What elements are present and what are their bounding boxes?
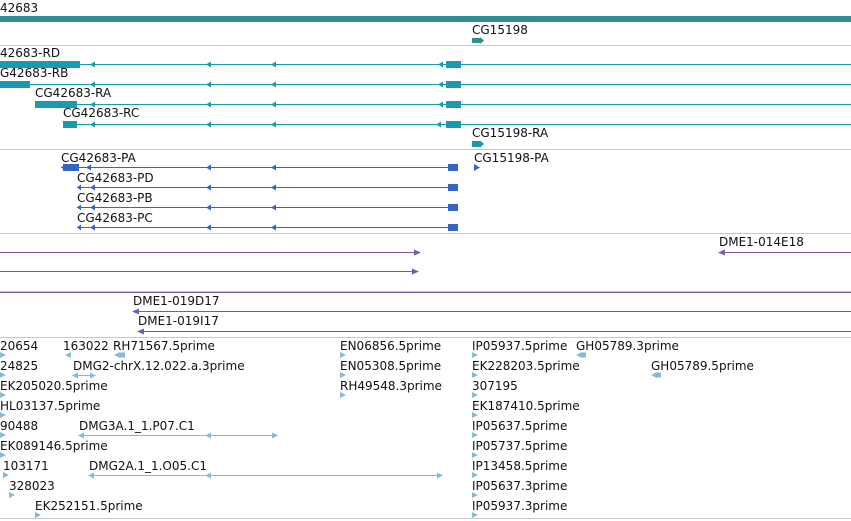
clone-label-019i17[interactable]: DME1-019I17 <box>138 314 219 328</box>
transcript-label-ra[interactable]: CG42683-RA <box>35 86 112 100</box>
protein-cg15198-pa[interactable] <box>474 164 480 171</box>
est-feature[interactable] <box>0 352 6 358</box>
transcript-rc[interactable] <box>63 121 851 128</box>
clone-track-2: DME1-019D17 DME1-019I17 <box>0 292 851 335</box>
clone-feature-014e18[interactable] <box>718 249 851 256</box>
est-label[interactable]: IP05937.5prime <box>472 339 567 353</box>
mrna-track: 42683-RD G42683-RB CG42683-RA <box>0 46 851 148</box>
est-label[interactable]: EK089146.5prime <box>0 439 108 453</box>
protein-label-pa[interactable]: CG42683-PA <box>61 151 137 165</box>
est-feature[interactable] <box>472 472 478 478</box>
est-label[interactable]: IP05637.3prime <box>472 479 567 493</box>
est-feature[interactable] <box>472 372 478 378</box>
protein-label-pd[interactable]: CG42683-PD <box>77 171 154 185</box>
est-feature[interactable] <box>472 512 478 518</box>
protein-pa[interactable] <box>61 164 458 171</box>
transcript-label-rb[interactable]: G42683-RB <box>0 66 68 80</box>
est-feature[interactable] <box>472 412 478 418</box>
est-label[interactable]: EN06856.5prime <box>340 339 441 353</box>
clone-feature-019d17[interactable] <box>132 308 851 315</box>
est-label[interactable]: IP05637.5prime <box>472 419 567 433</box>
est-label[interactable]: 90488 <box>0 419 38 433</box>
est-label[interactable]: EK252151.5prime <box>35 499 143 513</box>
est-feature[interactable] <box>472 452 478 458</box>
protein-label-pc[interactable]: CG42683-PC <box>77 211 153 225</box>
est-feature[interactable] <box>472 392 478 398</box>
est-label[interactable]: 24825 <box>0 359 38 373</box>
gene-label[interactable]: 42683 <box>0 1 38 15</box>
est-label[interactable]: 307195 <box>472 379 518 393</box>
clone-feature-019i17[interactable] <box>137 328 851 335</box>
est-feature[interactable] <box>3 472 9 478</box>
est-label[interactable]: IP13458.5prime <box>472 459 567 473</box>
protein-pb[interactable] <box>77 204 458 211</box>
est-label[interactable]: DMG3A.1_1.P07.C1 <box>79 419 195 433</box>
protein-label-pb[interactable]: CG42683-PB <box>77 191 153 205</box>
transcript-rb[interactable] <box>0 81 851 88</box>
est-feature[interactable] <box>65 352 71 358</box>
est-feature[interactable] <box>0 452 6 458</box>
clone-track: DME1-014E18 <box>0 235 851 275</box>
transcript-rd[interactable] <box>0 61 851 68</box>
est-label[interactable]: HL03137.5prime <box>0 399 100 413</box>
clone-label-019d17[interactable]: DME1-019D17 <box>133 294 220 308</box>
est-label[interactable]: 20654 <box>0 339 38 353</box>
track-dividers <box>0 45 851 519</box>
est-feature[interactable] <box>472 352 478 358</box>
clone-feature-2[interactable] <box>0 268 419 275</box>
neighbor-gene-feature[interactable] <box>472 37 484 44</box>
est-feature[interactable] <box>340 392 346 398</box>
transcript-label-rd[interactable]: 42683-RD <box>0 46 60 60</box>
est-label[interactable]: IP05937.3prime <box>472 499 567 513</box>
est-label[interactable]: DMG2-chrX.12.022.a.3prime <box>73 359 245 373</box>
est-label[interactable]: 103171 <box>3 459 49 473</box>
gene-track: 42683 CG15198 <box>0 1 851 44</box>
est-label[interactable]: RH71567.5prime <box>113 339 215 353</box>
transcript-label-rc[interactable]: CG42683-RC <box>63 106 139 120</box>
protein-pc[interactable] <box>77 224 458 231</box>
est-track: 20654 163022 RH71567.5prime EN06856.5pri… <box>0 339 754 518</box>
est-label[interactable]: RH49548.3prime <box>340 379 442 393</box>
est-label[interactable]: EN05308.5prime <box>340 359 441 373</box>
clone-label-014e18[interactable]: DME1-014E18 <box>719 235 804 249</box>
transcript-label-cg15198-ra[interactable]: CG15198-RA <box>472 126 549 140</box>
est-feature[interactable] <box>0 392 6 398</box>
est-feature[interactable] <box>35 512 41 518</box>
est-feature[interactable] <box>78 432 278 439</box>
est-label[interactable]: EK205020.5prime <box>0 379 108 393</box>
est-feature[interactable] <box>576 352 586 358</box>
clone-feature-1[interactable] <box>0 249 421 256</box>
est-feature[interactable] <box>0 372 6 378</box>
est-feature[interactable] <box>0 432 6 438</box>
est-label[interactable]: 163022 <box>63 339 109 353</box>
est-feature[interactable] <box>0 412 6 418</box>
protein-pd[interactable] <box>77 184 458 191</box>
est-feature[interactable] <box>9 492 15 498</box>
neighbor-gene-label[interactable]: CG15198 <box>472 23 528 37</box>
est-label[interactable]: 328023 <box>9 479 55 493</box>
transcript-ra[interactable] <box>35 101 851 108</box>
transcript-cg15198-ra[interactable] <box>472 140 484 148</box>
protein-track: CG42683-PA CG15198-PA CG42683-PD CG42683… <box>61 151 550 231</box>
est-label[interactable]: EK187410.5prime <box>472 399 580 413</box>
protein-label-cg15198-pa[interactable]: CG15198-PA <box>474 151 550 165</box>
est-feature[interactable] <box>651 372 661 378</box>
est-label[interactable]: DMG2A.1_1.O05.C1 <box>89 459 207 473</box>
est-label[interactable]: GH05789.3prime <box>576 339 679 353</box>
est-feature[interactable] <box>340 372 346 378</box>
est-feature[interactable] <box>472 432 478 438</box>
est-feature[interactable] <box>472 492 478 498</box>
est-label[interactable]: EK228203.5prime <box>472 359 580 373</box>
est-feature[interactable] <box>88 472 443 479</box>
est-feature[interactable] <box>340 352 346 358</box>
est-feature[interactable] <box>114 352 125 358</box>
est-label[interactable]: IP05737.5prime <box>472 439 567 453</box>
est-feature[interactable] <box>72 372 96 379</box>
est-label[interactable]: GH05789.5prime <box>651 359 754 373</box>
gene-feature-bar[interactable] <box>0 16 851 22</box>
